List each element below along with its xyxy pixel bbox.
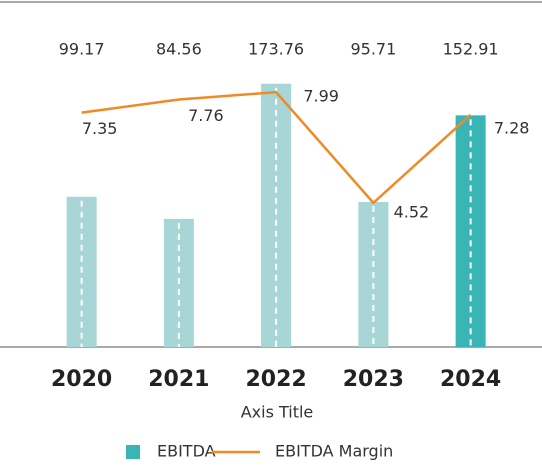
line-value-label: 4.52 xyxy=(394,202,430,221)
x-tick-label: 2022 xyxy=(246,367,307,392)
bar-value-label: 95.71 xyxy=(350,40,396,59)
bar-value-label: 173.76 xyxy=(248,40,304,59)
legend-label: EBITDA xyxy=(157,442,216,461)
x-tick-label: 2024 xyxy=(440,367,501,392)
line-value-label: 7.28 xyxy=(494,118,530,137)
bar-value-label: 152.91 xyxy=(443,40,499,59)
bar xyxy=(261,83,292,347)
line-value-label: 7.99 xyxy=(303,87,339,106)
margin-line xyxy=(81,90,472,205)
bar-value-label: 99.17 xyxy=(59,40,105,59)
x-tick-label: 2020 xyxy=(51,367,112,392)
line-value-label: 7.35 xyxy=(82,119,118,138)
line-value-label: 7.76 xyxy=(188,106,224,125)
legend-label: EBITDA Margin xyxy=(275,442,393,461)
x-axis-title: Axis Title xyxy=(241,403,314,422)
bar-value-label: 84.56 xyxy=(156,40,202,59)
legend-swatch xyxy=(126,445,140,459)
x-tick-label: 2023 xyxy=(343,367,404,392)
x-tick-label: 2021 xyxy=(148,367,209,392)
